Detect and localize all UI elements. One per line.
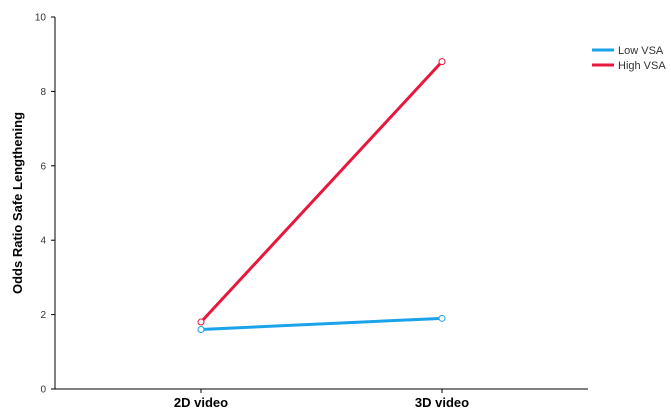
y-tick-label: 10 [35,13,47,24]
y-axis-label: Odds Ratio Safe Lengthening [10,112,25,294]
data-point [438,314,446,322]
legend-label: High VSA [618,60,666,72]
axes [54,17,588,390]
y-tick-label: 2 [40,310,46,321]
data-point [197,318,205,326]
y-tick-label: 0 [40,385,46,396]
series-group [197,58,446,333]
series-line-low-vsa [200,316,443,331]
y-tick-label: 6 [40,161,46,172]
x-category-label: 2D video [174,395,228,409]
legend-label: Low VSA [618,45,664,57]
y-tick-label: 4 [40,236,46,247]
legend: Low VSA High VSA [592,45,666,72]
series-line-high-vsa [199,60,444,324]
data-point [438,58,446,66]
y-tick-label: 8 [40,87,46,98]
data-point [197,325,205,333]
x-ticks: 2D video 3D video [174,389,469,409]
y-ticks: 0 2 4 6 8 10 [35,13,55,396]
x-category-label: 3D video [415,395,469,409]
